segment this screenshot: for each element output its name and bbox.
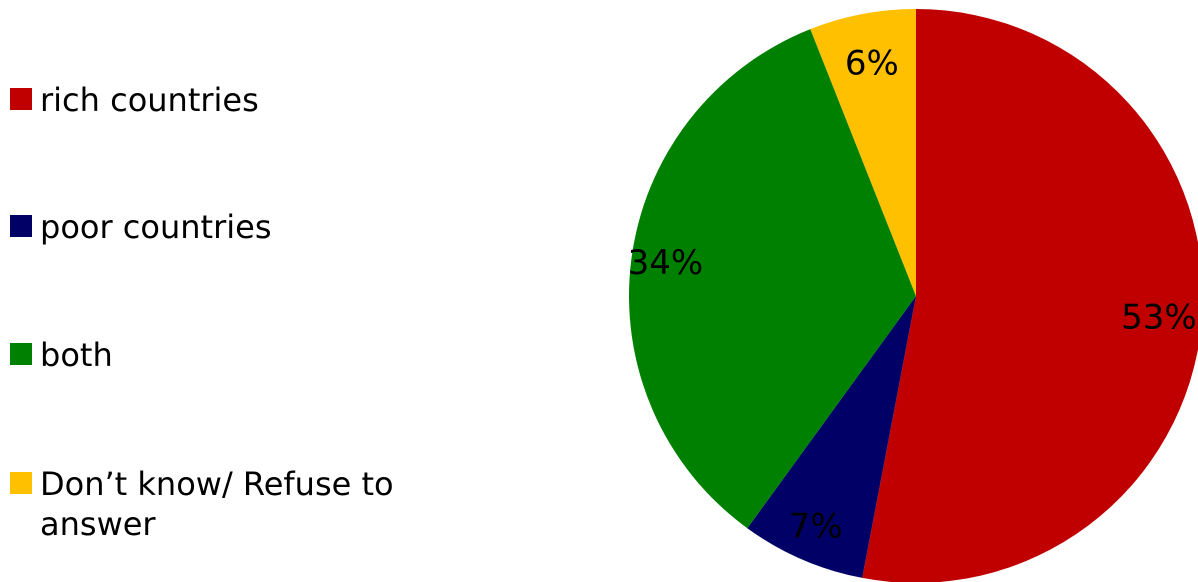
pie-slice-labels: 53% 7% 34% 6% [628, 43, 1197, 546]
pie-slice-both [629, 29, 916, 529]
pie-slice-poor-countries [747, 296, 916, 578]
legend-swatch-dont-know [10, 472, 32, 494]
legend-item-dont-know: Don’t know/ Refuse to answer [10, 464, 400, 544]
pie-slices [629, 9, 1198, 582]
legend-label: Don’t know/ Refuse to answer [40, 465, 394, 543]
legend-label: poor countries [40, 208, 272, 246]
pie-slice-rich-countries [862, 9, 1198, 582]
pie-slice-don-t-know-refuse-to-answer [810, 9, 916, 296]
pie-slice-label-rich-countries: 53% [1121, 297, 1197, 337]
pie-slice-label-poor-countries: 7% [789, 506, 843, 546]
legend-label: both [40, 336, 113, 374]
legend-item-poor-countries: poor countries [10, 207, 440, 247]
pie-slice-label-don-t-know-refuse-to-answer: 6% [845, 43, 899, 83]
chart-legend: rich countries poor countries both Don’t… [0, 0, 440, 582]
legend-item-rich-countries: rich countries [10, 80, 440, 120]
legend-swatch-rich-countries [10, 88, 32, 110]
pie-slice-label-both: 34% [628, 243, 704, 283]
legend-label: rich countries [40, 81, 259, 119]
legend-swatch-poor-countries [10, 215, 32, 237]
legend-swatch-both [10, 343, 32, 365]
legend-item-both: both [10, 335, 440, 375]
